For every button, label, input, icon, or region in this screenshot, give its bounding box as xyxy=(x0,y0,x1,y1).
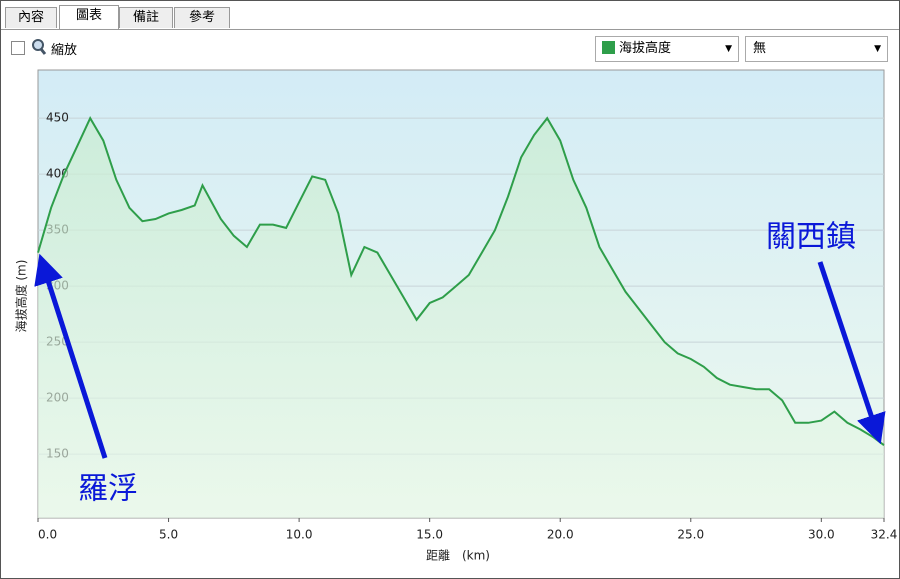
x-tick-label: 25.0 xyxy=(677,528,704,542)
x-tick-label: 5.0 xyxy=(159,528,178,542)
zoom-label: 縮放 xyxy=(51,43,78,58)
tab[interactable]: 參考 xyxy=(174,7,230,28)
x-tick-label: 30.0 xyxy=(808,528,835,542)
arrow xyxy=(817,261,886,445)
second-select[interactable]: 無 ▼ xyxy=(745,36,888,62)
tab[interactable]: 內容 xyxy=(5,7,57,28)
x-tick-label: 0.0 xyxy=(38,528,57,542)
x-tick-label: 20.0 xyxy=(547,528,574,542)
y-axis-label: 海拔高度 (m) xyxy=(14,260,29,333)
legend-swatch xyxy=(602,41,615,54)
checkbox[interactable] xyxy=(11,41,25,55)
legend-label: 海拔高度 xyxy=(619,41,672,56)
zoom-icon xyxy=(32,39,47,55)
x-tick-label: 32.4 xyxy=(871,528,898,542)
tab[interactable]: 備註 xyxy=(119,7,173,28)
tab-border xyxy=(1,29,899,30)
tab[interactable]: 圖表 xyxy=(59,5,119,30)
arrow xyxy=(34,253,108,459)
x-tick-label: 10.0 xyxy=(286,528,313,542)
area xyxy=(38,118,884,518)
select-label: 無 xyxy=(753,41,767,56)
annotation: 羅浮 xyxy=(78,472,138,507)
x-tick-label: 15.0 xyxy=(416,528,443,542)
annotation: 關西鎮 xyxy=(766,220,856,255)
series-select[interactable]: 海拔高度 ▼ xyxy=(595,36,739,62)
x-axis-label: 距離 (km) xyxy=(426,549,490,563)
y-tick-label: 450 xyxy=(46,111,69,125)
line xyxy=(37,116,885,446)
